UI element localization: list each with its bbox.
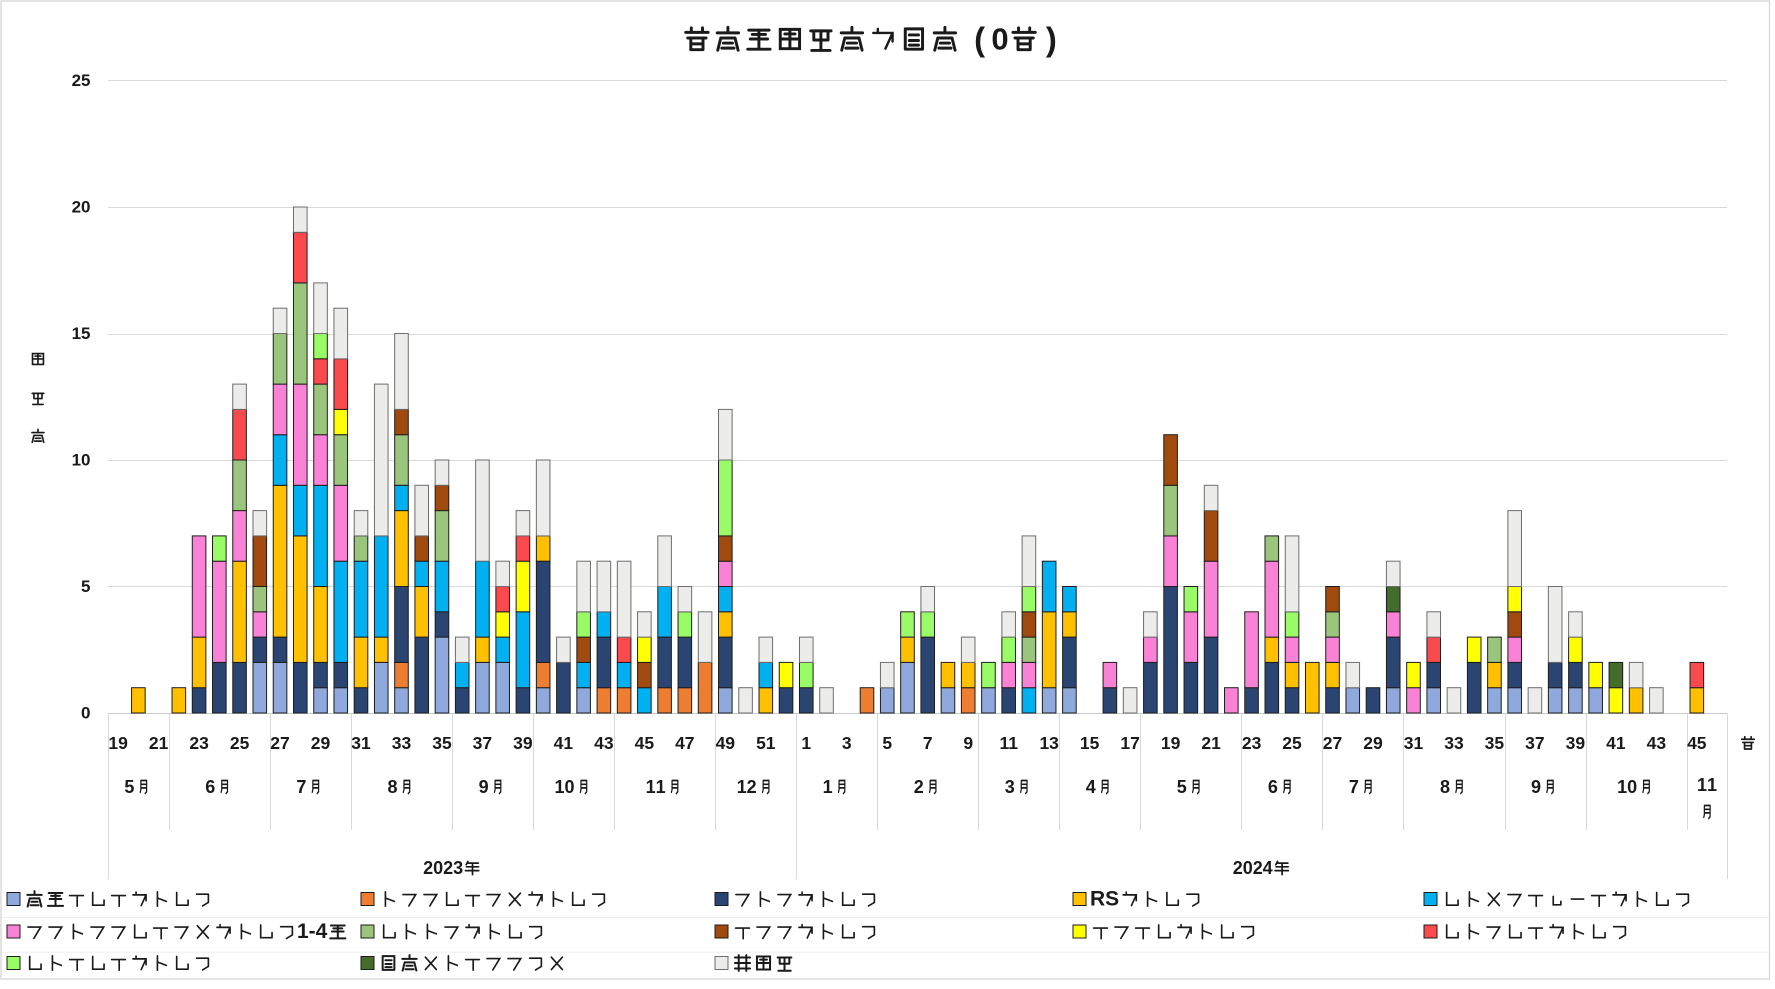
svg-text:0: 0	[991, 22, 1008, 57]
svg-text:10: 10	[1617, 777, 1637, 797]
svg-text:23: 23	[189, 733, 209, 753]
svg-text:31: 31	[351, 733, 371, 753]
svg-text:45: 45	[1687, 733, 1707, 753]
svg-text:7: 7	[296, 777, 306, 797]
svg-text:37: 37	[473, 733, 492, 753]
svg-text:8: 8	[388, 777, 398, 797]
svg-text:21: 21	[1201, 733, 1221, 753]
svg-text:9: 9	[479, 777, 489, 797]
svg-text:33: 33	[1444, 733, 1464, 753]
svg-text:29: 29	[1363, 733, 1383, 753]
svg-text:49: 49	[716, 733, 736, 753]
svg-text:1: 1	[823, 777, 833, 797]
svg-text:45: 45	[635, 733, 655, 753]
svg-text:RS: RS	[1090, 888, 1119, 911]
svg-text:19: 19	[108, 733, 128, 753]
svg-text:9: 9	[963, 733, 973, 753]
svg-text:43: 43	[594, 733, 614, 753]
svg-text:7: 7	[923, 733, 933, 753]
svg-text:5: 5	[882, 733, 892, 753]
svg-text:1: 1	[801, 733, 811, 753]
svg-text:4: 4	[1086, 777, 1096, 797]
svg-text:20: 20	[72, 198, 91, 217]
svg-text:3: 3	[842, 733, 852, 753]
svg-text:8: 8	[1440, 777, 1450, 797]
svg-text:9: 9	[1531, 777, 1541, 797]
svg-text:39: 39	[1566, 733, 1586, 753]
svg-text:10: 10	[555, 777, 575, 797]
svg-text:0: 0	[81, 704, 90, 723]
svg-text:17: 17	[1120, 733, 1139, 753]
svg-text:43: 43	[1647, 733, 1667, 753]
svg-text:5: 5	[1177, 777, 1187, 797]
svg-text:(: (	[974, 21, 985, 58]
svg-text:6: 6	[1268, 777, 1278, 797]
svg-text:5: 5	[81, 577, 90, 596]
svg-text:15: 15	[72, 324, 91, 343]
svg-text:2023: 2023	[423, 858, 463, 878]
svg-text:23: 23	[1242, 733, 1262, 753]
svg-text:39: 39	[513, 733, 533, 753]
svg-text:27: 27	[270, 733, 289, 753]
svg-text:3: 3	[1005, 777, 1015, 797]
svg-text:41: 41	[554, 733, 574, 753]
svg-text:25: 25	[1282, 733, 1302, 753]
svg-text:): )	[1046, 21, 1057, 58]
svg-text:33: 33	[392, 733, 412, 753]
svg-text:2024: 2024	[1233, 858, 1273, 878]
svg-text:11: 11	[1697, 775, 1717, 795]
svg-text:13: 13	[1039, 733, 1059, 753]
svg-text:10: 10	[72, 451, 91, 470]
svg-text:15: 15	[1080, 733, 1100, 753]
svg-text:25: 25	[72, 71, 91, 90]
svg-text:1-4: 1-4	[297, 920, 328, 943]
svg-text:11: 11	[999, 733, 1018, 753]
svg-text:21: 21	[149, 733, 169, 753]
svg-text:5: 5	[124, 777, 134, 797]
svg-text:27: 27	[1323, 733, 1342, 753]
svg-text:6: 6	[205, 777, 215, 797]
svg-text:11: 11	[646, 777, 666, 797]
svg-text:29: 29	[311, 733, 331, 753]
svg-text:7: 7	[1349, 777, 1359, 797]
svg-text:35: 35	[1485, 733, 1505, 753]
svg-text:47: 47	[675, 733, 694, 753]
svg-text:35: 35	[432, 733, 452, 753]
svg-text:37: 37	[1525, 733, 1544, 753]
svg-text:51: 51	[756, 733, 776, 753]
svg-text:2: 2	[914, 777, 924, 797]
svg-text:19: 19	[1161, 733, 1181, 753]
svg-text:31: 31	[1404, 733, 1424, 753]
svg-text:41: 41	[1606, 733, 1626, 753]
svg-text:12: 12	[737, 777, 757, 797]
svg-text:25: 25	[230, 733, 250, 753]
